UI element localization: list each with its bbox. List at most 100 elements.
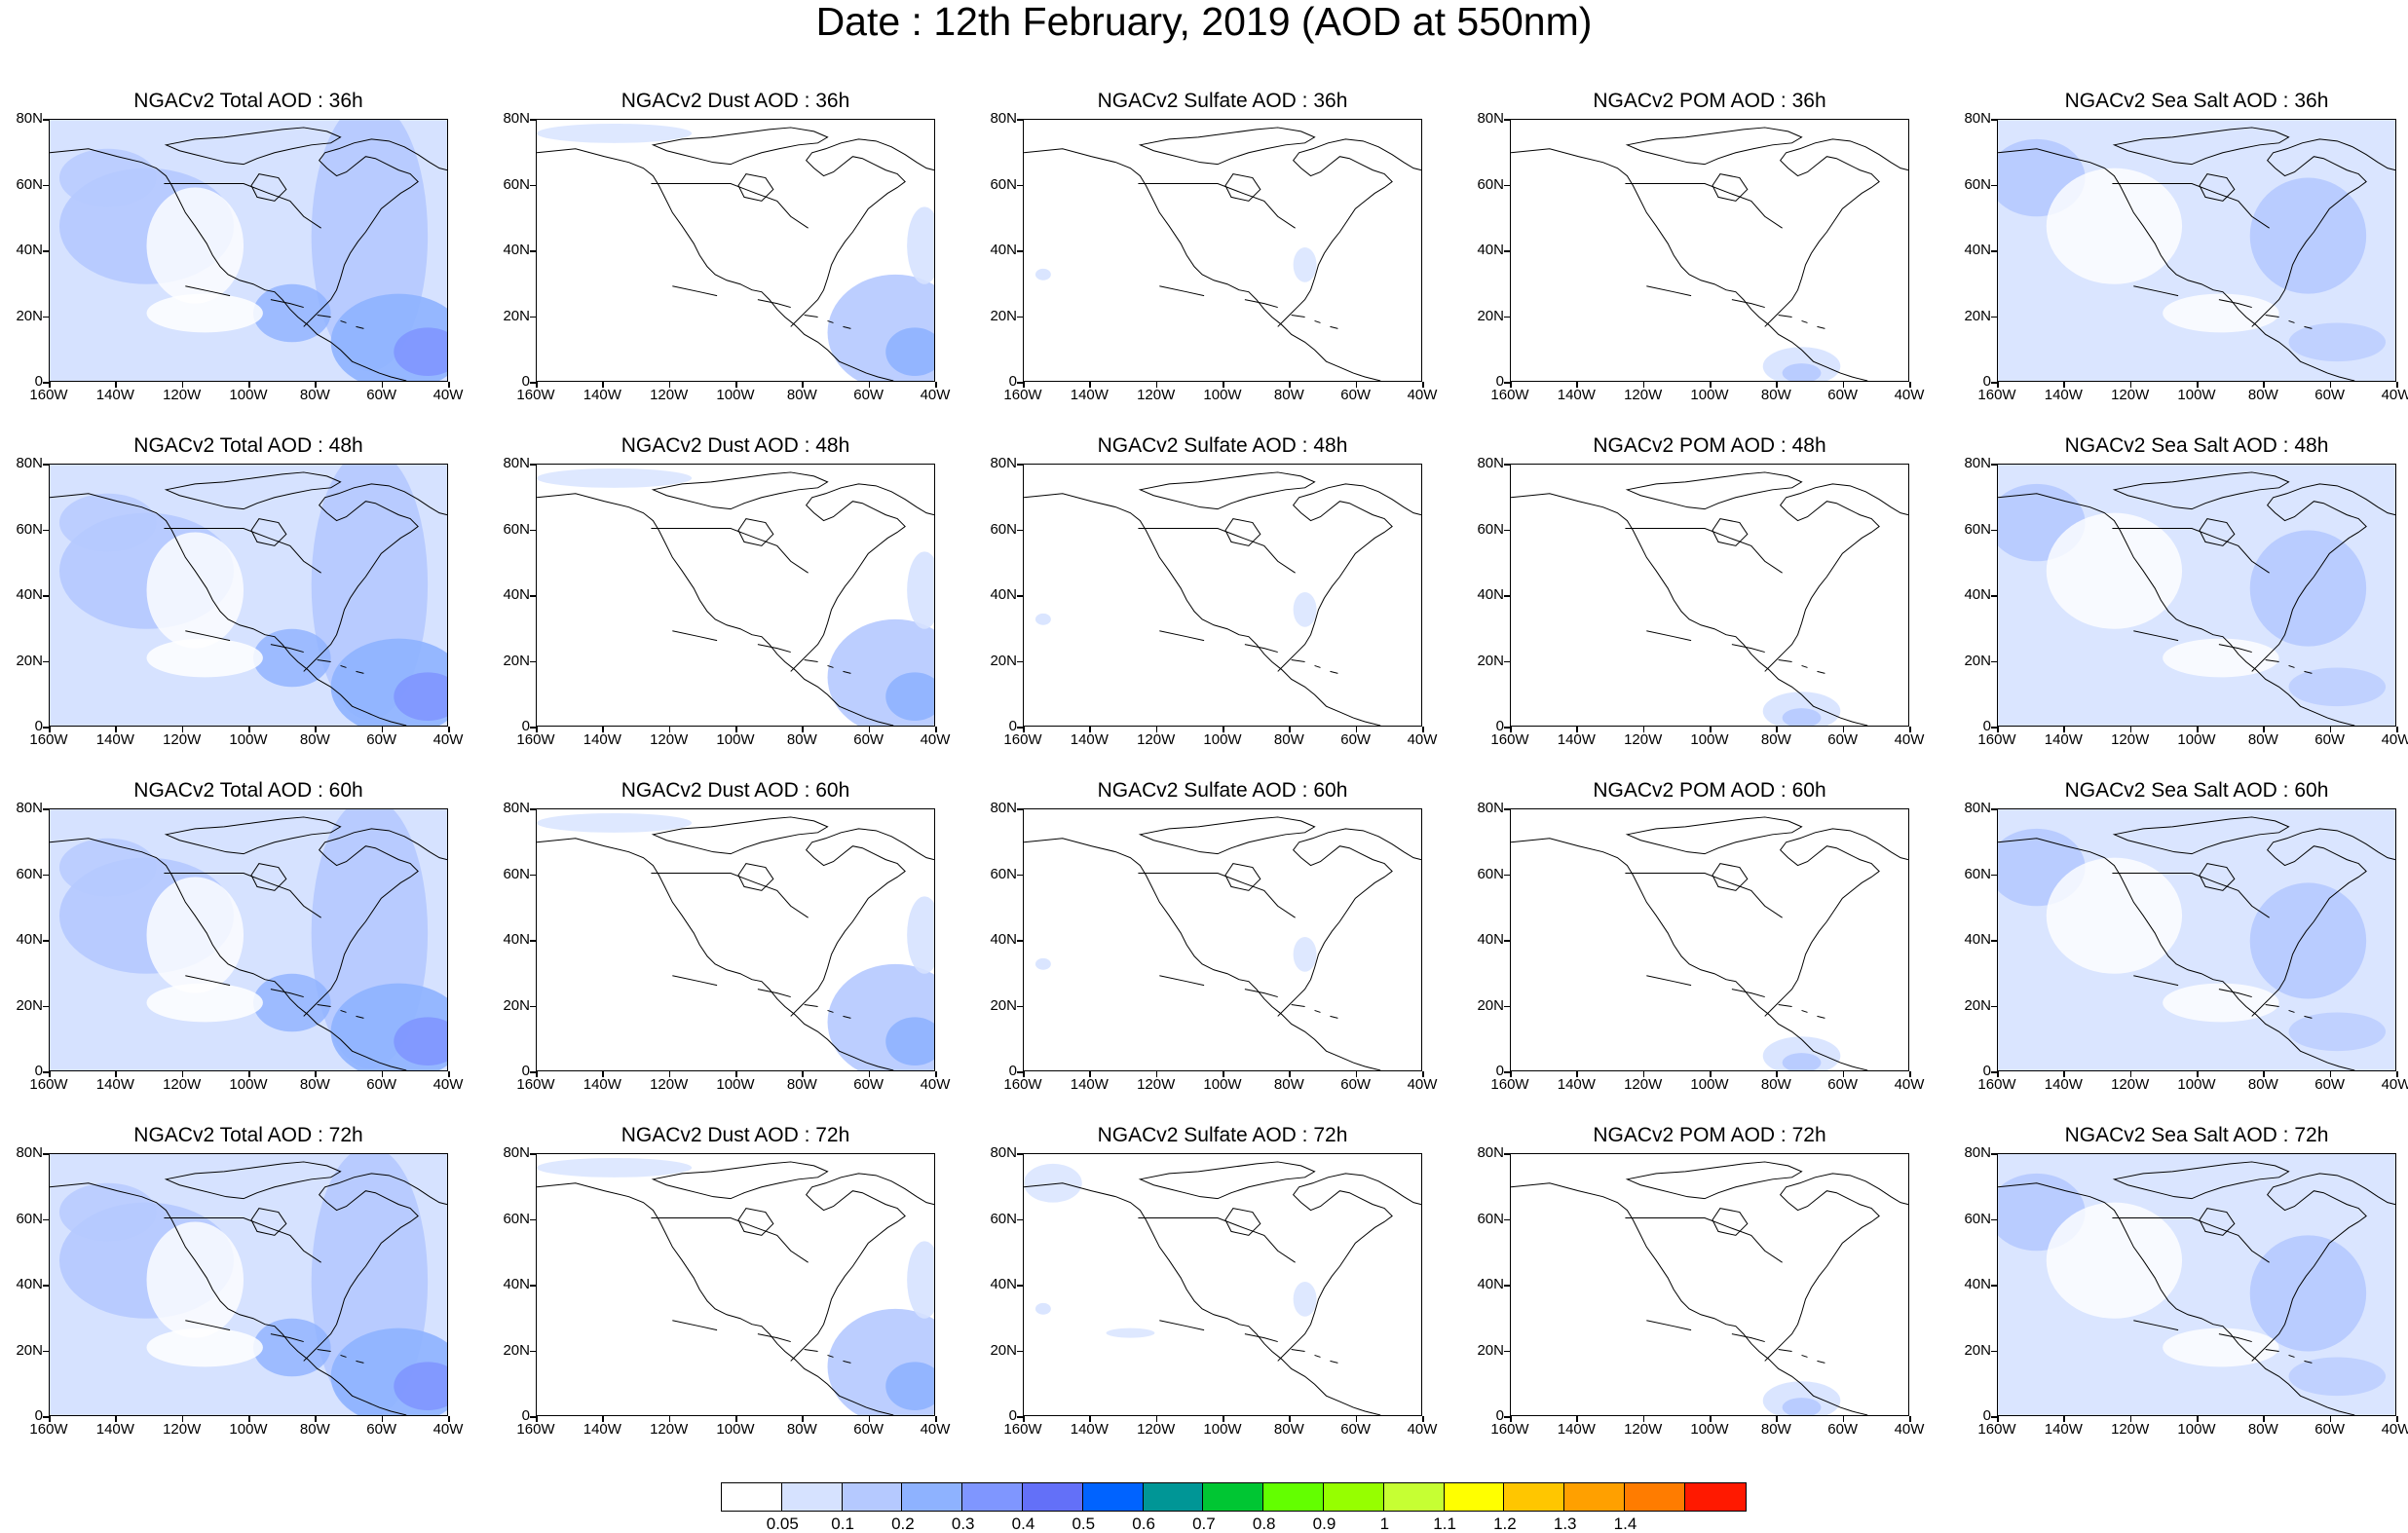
lat-tick [530, 727, 536, 729]
lon-tick [802, 1416, 804, 1422]
lon-label: 80W [1273, 387, 1304, 403]
aod-region [1024, 1163, 1082, 1203]
lon-label: 140W [1070, 387, 1109, 403]
lat-tick [1017, 808, 1023, 810]
lon-label: 100W [229, 731, 268, 748]
lon-tick [1289, 1416, 1291, 1422]
lat-label: 20N [1477, 1341, 1504, 1359]
panel-title: NGACv2 Sea Salt AOD : 72h [2064, 1124, 2329, 1146]
lon-label: 80W [786, 1076, 817, 1093]
coastline [1998, 483, 2395, 726]
aod-region [2163, 293, 2279, 333]
lat-tick [1504, 808, 1510, 810]
panel-title: NGACv2 Sea Salt AOD : 36h [2064, 90, 2329, 112]
lat-label: 40N [503, 1276, 530, 1292]
lon-label: 40W [433, 731, 464, 748]
lat-tick [530, 1350, 536, 1352]
lat-tick [43, 316, 49, 318]
aod-region [885, 327, 934, 377]
lat-tick [1504, 382, 1510, 384]
colorbar-swatch [1203, 1483, 1264, 1511]
caribbean-islands [757, 644, 851, 674]
lat-label: 0 [1008, 1407, 1017, 1424]
lon-tick [1422, 382, 1424, 388]
lat-label: 40N [1964, 931, 1991, 948]
country-border [1625, 873, 1783, 987]
caribbean-islands [757, 989, 851, 1019]
lat-label: 20N [16, 652, 43, 669]
aod-region [1293, 247, 1317, 282]
lon-tick [1997, 1416, 1999, 1422]
lat-label: 0 [1008, 718, 1017, 734]
lat-label: 60N [990, 1210, 1017, 1227]
lon-label: 160W [29, 1076, 68, 1093]
lat-tick [43, 808, 49, 810]
lon-tick [1155, 1071, 1158, 1077]
lon-tick [2197, 1416, 2199, 1422]
lat-label: 20N [990, 652, 1017, 669]
lon-tick [1776, 1071, 1778, 1077]
lon-label: 80W [786, 1421, 817, 1438]
lon-label: 40W [1894, 731, 1925, 748]
coastline [50, 138, 447, 381]
lon-label: 140W [95, 387, 134, 403]
colorbar-swatch [1383, 1483, 1445, 1511]
lon-label: 140W [95, 1076, 134, 1093]
lat-tick [1991, 1071, 1997, 1073]
aod-region [885, 1017, 934, 1066]
caribbean-islands [1244, 1333, 1338, 1364]
lon-label: 60W [1340, 387, 1372, 403]
country-border [1138, 528, 1296, 642]
colorbar-label: 0.05 [766, 1514, 799, 1533]
lat-tick [530, 464, 536, 466]
aod-field [50, 465, 447, 726]
map-panel-seasalt: NGACv2 Sea Salt AOD : 36h 80N 60N 40N 20N 0 16… [1952, 90, 2408, 430]
lon-tick [315, 1416, 317, 1422]
lat-label: 0 [1982, 1063, 1991, 1079]
arctic-islands [2112, 1161, 2290, 1236]
map-plot [1510, 1153, 1909, 1416]
lon-tick [1510, 1416, 1512, 1422]
lon-tick [1776, 382, 1778, 388]
lon-tick [1155, 1416, 1158, 1422]
aod-region [2288, 1012, 2387, 1052]
aod-field [1024, 816, 1421, 1070]
caribbean-islands [2218, 299, 2313, 329]
lon-tick [448, 1416, 450, 1422]
lon-label: 60W [1827, 1421, 1859, 1438]
lon-tick [1510, 1071, 1512, 1077]
lon-tick [1023, 1416, 1025, 1422]
caribbean-islands [2218, 644, 2313, 674]
lon-tick [1909, 727, 1911, 732]
aod-region [2046, 168, 2183, 284]
lon-tick [2197, 727, 2199, 732]
lat-tick [43, 1005, 49, 1007]
lat-tick [530, 1416, 536, 1418]
map-panel-pom: NGACv2 POM AOD : 60h 80N 60N 40N 20N 0 160W 140… [1465, 779, 1952, 1120]
aod-region [252, 628, 331, 688]
panel-title: NGACv2 Dust AOD : 72h [621, 1124, 850, 1146]
caribbean-islands [1731, 989, 1825, 1019]
lat-label: 40N [503, 242, 530, 258]
lon-label: 140W [583, 387, 621, 403]
lat-tick [530, 1285, 536, 1287]
coastline [1024, 138, 1421, 381]
lon-tick [49, 727, 51, 732]
map-panel-pom: NGACv2 POM AOD : 72h 80N 60N 40N 20N 0 160W 140… [1465, 1124, 1952, 1465]
lon-tick [381, 1071, 384, 1077]
lat-label: 20N [503, 307, 530, 324]
lon-label: 60W [1827, 1076, 1859, 1093]
lat-tick [1991, 250, 1997, 252]
lon-label: 140W [1557, 731, 1596, 748]
aod-region [1293, 1282, 1317, 1317]
arctic-islands [651, 471, 829, 546]
map-plot [1023, 808, 1422, 1071]
country-border [2112, 528, 2270, 642]
lat-label: 0 [1008, 1063, 1017, 1079]
lon-label: 60W [2314, 731, 2346, 748]
lon-label: 60W [1340, 1421, 1372, 1438]
lon-tick [735, 1416, 737, 1422]
colorbar-swatch [1082, 1483, 1144, 1511]
lon-tick [181, 727, 184, 732]
aod-region [1293, 592, 1317, 627]
